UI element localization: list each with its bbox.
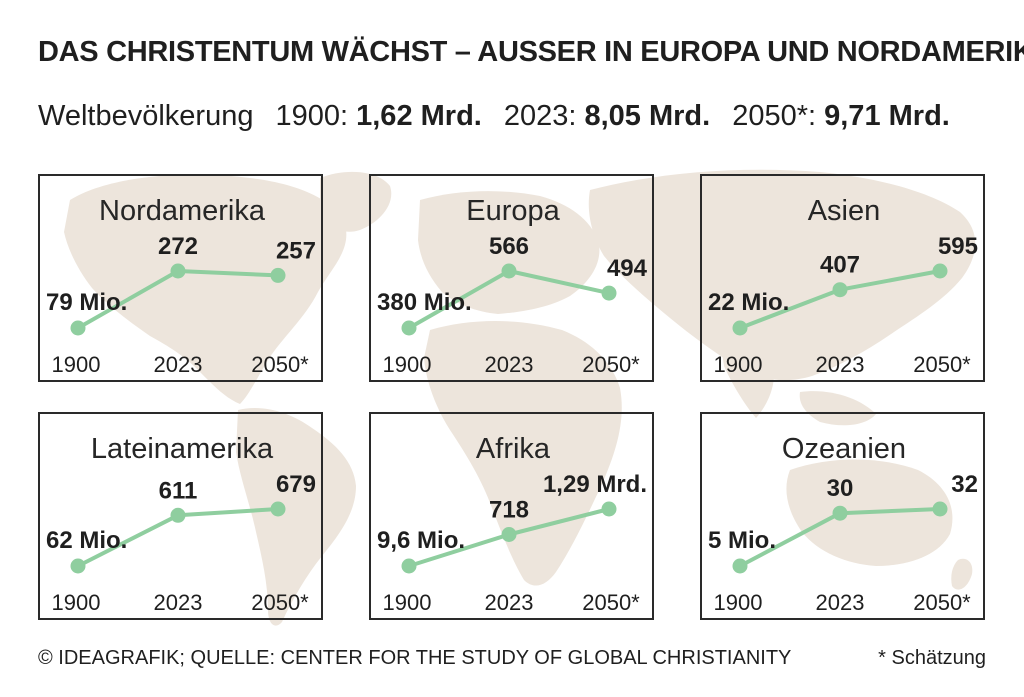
year-label-nordamerika-2023: 2023 xyxy=(154,352,203,377)
data-point-nordamerika-2023 xyxy=(170,263,186,279)
data-point-europa-1900 xyxy=(401,320,417,336)
source-credit: © IDEAGRAFIK; QUELLE: CENTER FOR THE STU… xyxy=(38,647,792,669)
year-label-europa-2023: 2023 xyxy=(485,352,534,377)
data-point-afrika-1900 xyxy=(401,558,417,574)
value-label-asien-2023: 407 xyxy=(820,252,860,279)
year-label-europa-2050-: 2050* xyxy=(582,352,640,377)
data-point-ozeanien-2023 xyxy=(832,505,848,521)
year-label-lateinamerika-2023: 2023 xyxy=(154,590,203,615)
year-label-ozeanien-1900: 1900 xyxy=(714,590,763,615)
year-label-afrika-2050-: 2050* xyxy=(582,590,640,615)
panel-asien: Asien 22 Mio. 407 595 1900 2023 2050* xyxy=(700,174,985,382)
value-label-afrika-2023: 718 xyxy=(489,497,529,524)
pop-value-1900: 1,62 Mrd. xyxy=(356,100,482,132)
panel-title-europa: Europa xyxy=(466,195,560,227)
data-point-nordamerika-1900 xyxy=(70,320,86,336)
data-point-asien-2023 xyxy=(832,282,848,298)
value-label-europa-1900: 380 Mio. xyxy=(377,289,472,316)
panel-title-asien: Asien xyxy=(808,195,881,227)
value-label-europa-2023: 566 xyxy=(489,233,529,260)
data-point-europa-2023 xyxy=(501,263,517,279)
value-label-lateinamerika-2050-: 679 xyxy=(276,471,316,498)
panel-lateinamerika: Lateinamerika 62 Mio. 611 679 1900 2023 2050* xyxy=(38,412,323,620)
estimate-note: * Schätzung xyxy=(878,647,986,669)
year-label-asien-2050-: 2050* xyxy=(913,352,971,377)
chart-afrika: Afrika 9,6 Mio. 718 1,29 Mrd. 1900 2023 2050* xyxy=(377,433,647,615)
chart-title: DAS CHRISTENTUM WÄCHST – AUSSER IN EUROP… xyxy=(38,36,1024,68)
data-point-afrika-2050- xyxy=(601,501,617,517)
data-point-ozeanien-1900 xyxy=(732,558,748,574)
value-label-afrika-1900: 9,6 Mio. xyxy=(377,527,465,554)
year-label-asien-2023: 2023 xyxy=(816,352,865,377)
value-label-nordamerika-2023: 272 xyxy=(158,233,198,260)
panel-title-lateinamerika: Lateinamerika xyxy=(91,433,274,465)
world-population-label: Weltbevölkerung xyxy=(38,100,254,132)
world-population-line: Weltbevölkerung 1900: 1,62 Mrd. 2023: 8,05… xyxy=(38,100,950,133)
value-label-ozeanien-2050-: 32 xyxy=(951,471,978,498)
value-label-nordamerika-2050-: 257 xyxy=(276,237,316,264)
year-label-afrika-1900: 1900 xyxy=(383,590,432,615)
value-label-asien-1900: 22 Mio. xyxy=(708,289,789,316)
chart-europa: Europa 380 Mio. 566 494 1900 2023 2050* xyxy=(377,195,648,377)
year-label-ozeanien-2050-: 2050* xyxy=(913,590,971,615)
value-label-europa-2050-: 494 xyxy=(607,255,648,282)
data-point-lateinamerika-2023 xyxy=(170,507,186,523)
chart-ozeanien: Ozeanien 5 Mio. 30 32 1900 2023 2050* xyxy=(708,433,978,615)
year-label-lateinamerika-1900: 1900 xyxy=(52,590,101,615)
value-label-lateinamerika-2023: 611 xyxy=(159,477,198,504)
value-label-ozeanien-1900: 5 Mio. xyxy=(708,527,776,554)
chart-asien: Asien 22 Mio. 407 595 1900 2023 2050* xyxy=(708,195,978,377)
data-point-lateinamerika-2050- xyxy=(270,501,286,517)
value-label-lateinamerika-1900: 62 Mio. xyxy=(46,527,127,554)
year-label-asien-1900: 1900 xyxy=(714,352,763,377)
data-point-ozeanien-2050- xyxy=(932,501,948,517)
panel-nordamerika: Nordamerika 79 Mio. 272 257 1900 2023 2050* xyxy=(38,174,323,382)
year-label-nordamerika-1900: 1900 xyxy=(52,352,101,377)
data-point-asien-2050- xyxy=(932,263,948,279)
panel-title-ozeanien: Ozeanien xyxy=(782,433,906,465)
data-point-nordamerika-2050- xyxy=(270,267,286,283)
pop-value-2023: 8,05 Mrd. xyxy=(584,100,711,132)
value-label-afrika-2050-: 1,29 Mrd. xyxy=(543,471,647,498)
pop-year-2023: 2023: xyxy=(503,100,577,132)
pop-value-2050: 9,71 Mrd. xyxy=(824,100,950,132)
year-label-ozeanien-2023: 2023 xyxy=(816,590,865,615)
data-point-asien-1900 xyxy=(732,320,748,336)
year-label-afrika-2023: 2023 xyxy=(485,590,534,615)
year-label-europa-1900: 1900 xyxy=(383,352,432,377)
panel-europa: Europa 380 Mio. 566 494 1900 2023 2050* xyxy=(369,174,654,382)
pop-year-2050: 2050*: xyxy=(732,100,817,132)
value-label-asien-2050-: 595 xyxy=(938,233,978,260)
chart-nordamerika: Nordamerika 79 Mio. 272 257 1900 2023 2050* xyxy=(46,195,316,377)
year-label-lateinamerika-2050-: 2050* xyxy=(251,590,309,615)
value-label-nordamerika-1900: 79 Mio. xyxy=(46,289,127,316)
panel-afrika: Afrika 9,6 Mio. 718 1,29 Mrd. 1900 2023 2050* xyxy=(369,412,654,620)
value-label-ozeanien-2023: 30 xyxy=(827,475,854,502)
year-label-nordamerika-2050-: 2050* xyxy=(251,352,309,377)
panel-title-afrika: Afrika xyxy=(476,433,551,465)
pop-year-1900: 1900: xyxy=(275,100,349,132)
chart-lateinamerika: Lateinamerika 62 Mio. 611 679 1900 2023 2050* xyxy=(46,433,316,615)
data-point-lateinamerika-1900 xyxy=(70,558,86,574)
panel-ozeanien: Ozeanien 5 Mio. 30 32 1900 2023 2050* xyxy=(700,412,985,620)
panel-title-nordamerika: Nordamerika xyxy=(99,195,266,227)
data-point-afrika-2023 xyxy=(501,527,517,542)
data-point-europa-2050- xyxy=(601,285,617,301)
